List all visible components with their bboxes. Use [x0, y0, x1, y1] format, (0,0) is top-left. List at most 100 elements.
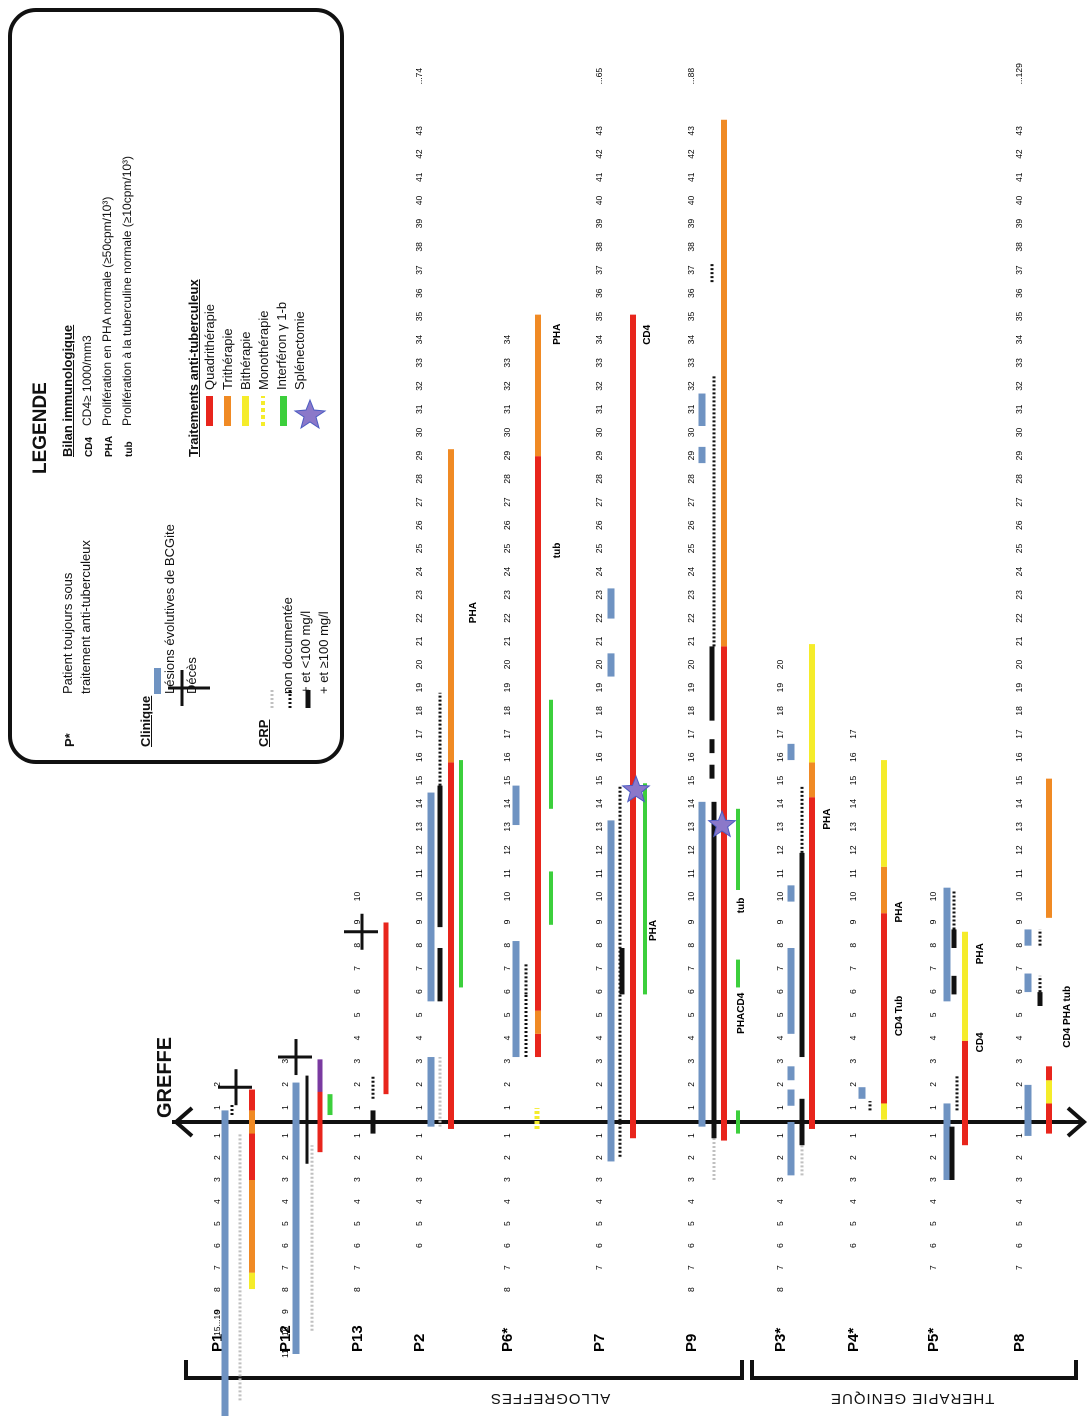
month-before-tick: 1	[848, 1133, 858, 1138]
month-after-tick: 28	[502, 474, 512, 484]
month-after-tick: 18	[594, 706, 604, 716]
month-after-tick: 12	[775, 845, 785, 855]
month-after-tick: 16	[775, 752, 785, 762]
month-after-tick: 20	[594, 659, 604, 669]
month-before-tick: 5	[848, 1221, 858, 1226]
patient-label-p13: P13	[349, 1325, 366, 1352]
month-after-tick: 11	[594, 869, 604, 878]
month-after-tick: 12	[1014, 845, 1024, 855]
month-after-tick: 41	[1014, 172, 1024, 182]
month-after-tick: 17	[848, 729, 858, 739]
month-after-tick: 4	[414, 1035, 424, 1040]
month-after-tick: 9	[775, 919, 785, 924]
month-after-tick: 23	[1014, 590, 1024, 600]
month-after-tick: 29	[1014, 451, 1024, 461]
month-before-tick: 3	[775, 1177, 785, 1182]
month-end-tick: ...65	[594, 68, 604, 85]
lesion-bar	[698, 446, 706, 464]
month-before-tick: 2	[212, 1155, 222, 1160]
month-end-tick: ...129	[1014, 63, 1024, 85]
annotation-p5-cd4: CD4	[975, 1032, 986, 1052]
month-after-tick: 21	[686, 636, 696, 646]
month-after-tick: 10	[1014, 891, 1024, 901]
month-after-tick: 10	[594, 891, 604, 901]
month-after-tick: 29	[414, 451, 424, 461]
month-after-tick: 14	[1014, 799, 1024, 809]
month-before-tick: 7	[280, 1265, 290, 1270]
month-before-tick: 5	[414, 1221, 424, 1226]
month-after-tick: 43	[1014, 126, 1024, 136]
month-after-tick: 40	[686, 195, 696, 205]
month-after-tick: 21	[502, 636, 512, 646]
month-after-tick: 35	[594, 311, 604, 321]
month-after-tick: 36	[1014, 288, 1024, 298]
month-after-tick: 23	[686, 590, 696, 600]
month-after-tick: 2	[352, 1082, 362, 1087]
annotation-p7-cd4: CD4	[642, 324, 653, 344]
month-before-tick: 10	[280, 1326, 290, 1336]
month-before-tick: 1	[280, 1133, 290, 1138]
swatch-death-cross-icon	[168, 670, 210, 706]
month-after-tick: 2	[775, 1082, 785, 1087]
patient-label-p3-star: P3*	[772, 1328, 789, 1352]
month-after-tick: 11	[502, 869, 512, 878]
month-after-tick: 14	[775, 799, 785, 809]
month-after-tick: 9	[686, 919, 696, 924]
month-after-tick: 7	[352, 966, 362, 971]
month-after-tick: 6	[686, 989, 696, 994]
month-after-tick: 37	[1014, 265, 1024, 275]
treatment-bi-bar	[962, 931, 968, 1041]
month-after-tick: 35	[414, 311, 424, 321]
crp-high-bar	[709, 646, 715, 721]
month-after-tick: 36	[594, 288, 604, 298]
month-before-tick: 3	[686, 1177, 696, 1182]
month-after-tick: 4	[352, 1035, 362, 1040]
month-before-tick: 1	[502, 1133, 512, 1138]
month-after-tick: 19	[775, 683, 785, 693]
crp-high-bar	[370, 1110, 376, 1134]
crp-high-bar	[619, 948, 625, 995]
month-after-tick: 28	[686, 474, 696, 484]
crp-high-bar	[709, 739, 715, 754]
month-before-tick: 5	[686, 1221, 696, 1226]
month-after-tick: 1	[414, 1105, 424, 1110]
month-after-tick: 16	[414, 752, 424, 762]
month-after-tick: 39	[686, 219, 696, 229]
month-before-tick: 6	[848, 1243, 858, 1248]
month-after-tick: 38	[414, 242, 424, 252]
lesion-bar	[1024, 929, 1032, 946]
lesion-bar	[292, 1082, 300, 1354]
month-after-tick: 38	[1014, 242, 1024, 252]
month-after-tick: 37	[414, 265, 424, 275]
month-after-tick: 6	[1014, 989, 1024, 994]
swatch-bi	[242, 396, 249, 426]
month-after-tick: 31	[414, 404, 424, 414]
month-before-tick: 2	[1014, 1155, 1024, 1160]
lesion-bar	[698, 801, 706, 1127]
month-after-tick: 5	[502, 1012, 512, 1017]
lesion-bar	[427, 1057, 435, 1127]
month-after-tick: 4	[594, 1035, 604, 1040]
lesion-bar	[698, 393, 706, 426]
lesion-bar	[787, 1066, 795, 1081]
month-after-tick: 11	[686, 869, 696, 878]
lesion-bar	[607, 653, 615, 677]
month-after-tick: 8	[594, 943, 604, 948]
month-before-tick: 9	[280, 1309, 290, 1314]
month-after-tick: 13	[594, 822, 604, 832]
month-before-tick: 3	[352, 1177, 362, 1182]
month-before-tick: 2	[352, 1155, 362, 1160]
month-after-tick: 15	[1014, 775, 1024, 785]
month-after-tick: 1	[212, 1105, 222, 1110]
month-before-tick: 4	[686, 1199, 696, 1204]
month-after-tick: 33	[686, 358, 696, 368]
annotation-p6-pha: PHA	[552, 324, 563, 345]
month-after-tick: 21	[594, 636, 604, 646]
month-after-tick: 27	[1014, 497, 1024, 507]
month-before-tick: 8	[502, 1287, 512, 1292]
month-before-tick: 3	[502, 1177, 512, 1182]
axis-left-arrow-icon	[172, 1106, 194, 1138]
treatment-tri-bar	[448, 449, 454, 763]
annotation-p6-tub: tub	[552, 543, 563, 559]
axis-right-arrow-icon	[1066, 1106, 1088, 1138]
